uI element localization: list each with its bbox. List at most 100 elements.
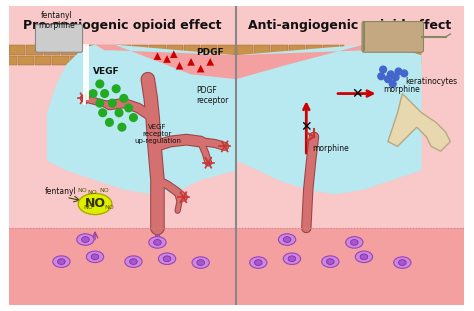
Ellipse shape	[149, 237, 166, 248]
FancyBboxPatch shape	[18, 56, 34, 65]
Ellipse shape	[154, 239, 161, 245]
Ellipse shape	[163, 256, 171, 262]
Ellipse shape	[283, 253, 301, 264]
Circle shape	[129, 114, 137, 121]
Circle shape	[380, 66, 386, 73]
Text: Pro-angiogenic opioid effect: Pro-angiogenic opioid effect	[23, 19, 221, 32]
FancyBboxPatch shape	[228, 56, 245, 65]
Polygon shape	[163, 55, 171, 63]
Ellipse shape	[129, 259, 137, 264]
Text: NO: NO	[83, 205, 93, 210]
FancyBboxPatch shape	[254, 45, 270, 55]
Text: keratinocytes: keratinocytes	[405, 77, 457, 86]
Text: fentanyl: fentanyl	[45, 188, 77, 196]
FancyBboxPatch shape	[9, 45, 26, 55]
Ellipse shape	[158, 253, 176, 264]
FancyBboxPatch shape	[44, 45, 60, 55]
Ellipse shape	[356, 251, 373, 262]
Text: PDGF: PDGF	[196, 48, 223, 57]
Circle shape	[115, 109, 123, 117]
FancyBboxPatch shape	[314, 56, 331, 65]
FancyBboxPatch shape	[61, 45, 77, 55]
FancyBboxPatch shape	[149, 45, 165, 55]
Polygon shape	[154, 52, 161, 60]
Circle shape	[395, 68, 402, 75]
Circle shape	[378, 73, 384, 80]
Polygon shape	[187, 58, 195, 66]
Text: Anti-angiogenic opioid effect: Anti-angiogenic opioid effect	[248, 19, 451, 32]
Circle shape	[389, 81, 396, 87]
FancyBboxPatch shape	[373, 56, 389, 65]
Text: ✕: ✕	[351, 86, 363, 100]
Ellipse shape	[125, 256, 142, 267]
Circle shape	[96, 99, 104, 107]
Ellipse shape	[278, 234, 296, 245]
Ellipse shape	[82, 237, 89, 242]
Ellipse shape	[197, 260, 204, 266]
Ellipse shape	[327, 259, 334, 264]
Polygon shape	[388, 94, 450, 151]
Ellipse shape	[350, 239, 358, 245]
Ellipse shape	[192, 257, 210, 268]
Ellipse shape	[53, 256, 70, 267]
FancyBboxPatch shape	[166, 45, 183, 55]
FancyBboxPatch shape	[158, 56, 174, 65]
Circle shape	[106, 118, 113, 126]
FancyBboxPatch shape	[390, 56, 407, 65]
Ellipse shape	[255, 260, 262, 266]
Text: morphine: morphine	[383, 85, 420, 94]
FancyBboxPatch shape	[246, 56, 262, 65]
FancyBboxPatch shape	[382, 45, 398, 55]
Text: NO: NO	[87, 190, 97, 195]
FancyBboxPatch shape	[27, 45, 43, 55]
FancyBboxPatch shape	[399, 45, 415, 55]
FancyBboxPatch shape	[0, 56, 17, 65]
Circle shape	[387, 71, 394, 78]
Ellipse shape	[346, 237, 363, 248]
FancyBboxPatch shape	[132, 45, 148, 55]
FancyBboxPatch shape	[106, 56, 122, 65]
FancyBboxPatch shape	[9, 6, 236, 305]
FancyBboxPatch shape	[201, 45, 218, 55]
FancyBboxPatch shape	[210, 56, 226, 65]
FancyBboxPatch shape	[297, 56, 313, 65]
Circle shape	[392, 74, 399, 81]
FancyBboxPatch shape	[365, 45, 381, 55]
Polygon shape	[176, 62, 183, 70]
Ellipse shape	[250, 257, 267, 268]
Ellipse shape	[394, 257, 411, 268]
Text: NO: NO	[78, 188, 88, 193]
Polygon shape	[170, 50, 178, 58]
Circle shape	[99, 109, 107, 117]
FancyBboxPatch shape	[236, 228, 464, 305]
Polygon shape	[206, 58, 214, 66]
Ellipse shape	[77, 234, 94, 245]
Ellipse shape	[399, 260, 406, 266]
Circle shape	[120, 95, 128, 102]
Polygon shape	[197, 65, 204, 72]
FancyBboxPatch shape	[123, 56, 140, 65]
FancyBboxPatch shape	[236, 6, 464, 305]
FancyBboxPatch shape	[271, 45, 288, 55]
Text: NO: NO	[100, 188, 109, 193]
FancyBboxPatch shape	[192, 56, 209, 65]
Ellipse shape	[322, 256, 339, 267]
FancyBboxPatch shape	[332, 56, 344, 65]
Text: fentanyl
morphine: fentanyl morphine	[38, 11, 75, 30]
Ellipse shape	[91, 254, 99, 260]
Circle shape	[384, 76, 392, 82]
Circle shape	[112, 85, 120, 93]
Polygon shape	[95, 44, 236, 79]
FancyBboxPatch shape	[219, 45, 235, 55]
Polygon shape	[47, 44, 236, 194]
FancyBboxPatch shape	[263, 56, 279, 65]
FancyBboxPatch shape	[184, 45, 200, 55]
FancyBboxPatch shape	[362, 21, 423, 52]
FancyBboxPatch shape	[416, 45, 421, 55]
Ellipse shape	[360, 254, 368, 260]
Ellipse shape	[78, 193, 112, 215]
FancyBboxPatch shape	[87, 56, 94, 65]
Circle shape	[125, 104, 132, 112]
Ellipse shape	[57, 259, 65, 264]
Circle shape	[101, 90, 109, 97]
